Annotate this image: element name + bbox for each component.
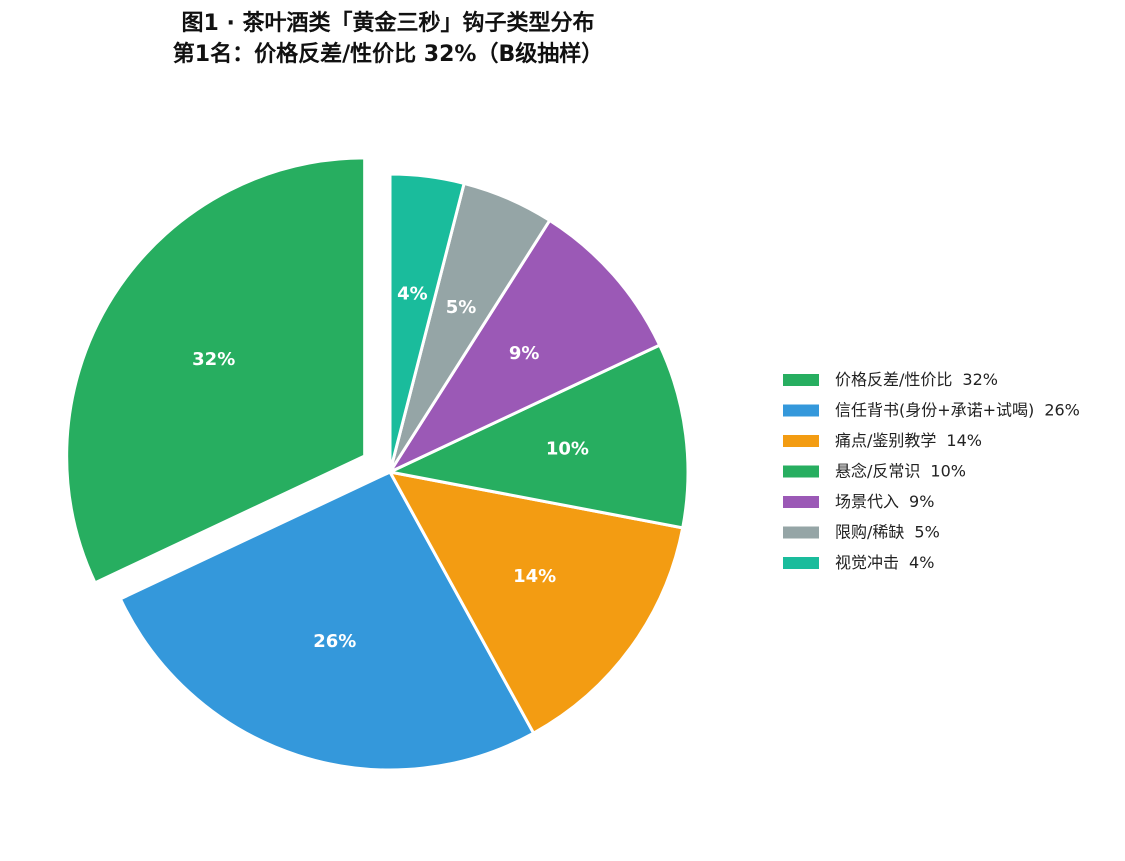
chart-title: 图1 · 茶叶酒类「黄金三秒」钩子类型分布	[182, 10, 595, 36]
legend-value: 5%	[914, 522, 939, 541]
slice-label: 10%	[546, 439, 589, 460]
pie-slice	[387, 469, 685, 736]
slice-label: 32%	[192, 349, 235, 370]
legend-entry: 信任背书(身份+承诺+试喝) 26%	[835, 400, 1080, 419]
pie-slice	[385, 218, 662, 476]
slice-label: 4%	[397, 284, 428, 305]
legend-swatch	[783, 465, 819, 478]
legend-label: 痛点/鉴别教学	[835, 431, 936, 450]
legend-value: 9%	[909, 492, 934, 511]
legend-entry: 价格反差/性价比 32%	[835, 370, 998, 389]
legend-value: 32%	[962, 370, 998, 389]
legend-value: 26%	[1044, 400, 1080, 419]
legend-swatch	[783, 496, 819, 508]
legend-value: 14%	[946, 431, 982, 450]
slice-label: 14%	[513, 566, 556, 587]
legend-label: 视觉冲击	[835, 553, 899, 572]
legend-swatch	[783, 557, 819, 569]
legend-label: 悬念/反常识	[835, 461, 920, 480]
legend-entry: 悬念/反常识 10%	[835, 461, 966, 480]
chart-subtitle: 第1名：价格反差/性价比 32%（B级抽样）	[173, 41, 603, 67]
pie-slice	[388, 172, 466, 473]
slice-label: 26%	[313, 631, 356, 652]
legend-swatch	[783, 404, 819, 417]
legend-swatch	[783, 435, 819, 447]
legend-label: 场景代入	[835, 492, 899, 511]
legend-swatch	[783, 374, 819, 386]
legend-entry: 限购/稀缺 5%	[835, 522, 940, 541]
slice-label: 9%	[509, 343, 540, 364]
pie-slice	[385, 343, 690, 530]
legend-value: 4%	[909, 553, 934, 572]
pie-slice	[65, 156, 367, 585]
legend-label: 价格反差/性价比	[835, 370, 952, 389]
slice-label: 5%	[446, 297, 477, 318]
legend-entry: 痛点/鉴别教学 14%	[835, 431, 982, 450]
legend-label: 信任背书(身份+承诺+试喝)	[835, 400, 1034, 419]
legend-entry: 场景代入 9%	[835, 492, 934, 511]
legend-label: 限购/稀缺	[835, 522, 904, 541]
legend-value: 10%	[930, 461, 966, 480]
legend-entry: 视觉冲击 4%	[835, 553, 934, 572]
legend-swatch	[783, 526, 819, 539]
